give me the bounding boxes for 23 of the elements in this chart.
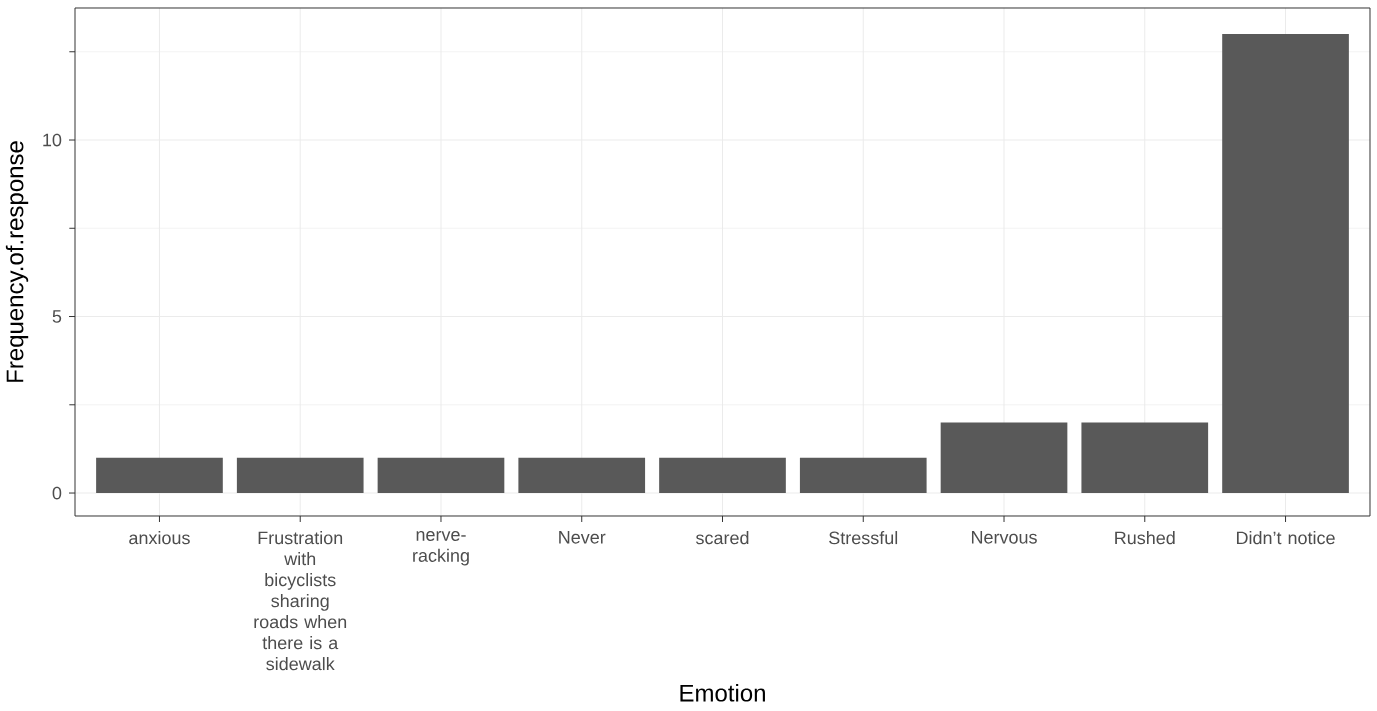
x-tick-label: anxious xyxy=(129,531,190,545)
bar xyxy=(940,422,1068,494)
y-tick-label: 0 xyxy=(52,486,62,500)
x-tick-label: nerve-racking xyxy=(413,531,469,566)
y-tick-label: 10 xyxy=(43,133,62,147)
bar xyxy=(236,457,364,494)
x-tick-label: Didn’t notice xyxy=(1236,531,1335,545)
bar xyxy=(377,457,505,494)
x-tick-label: Stressful xyxy=(829,531,898,545)
bar xyxy=(659,457,786,494)
y-tick-label: 5 xyxy=(52,310,62,323)
bar xyxy=(1081,422,1209,494)
x-tick-label: Nervous xyxy=(971,531,1037,544)
bar xyxy=(96,457,223,494)
x-tick-label: Never xyxy=(559,531,606,544)
x-tick-label: Frustration with bicyclists sharing roads when there is a sidewalk xyxy=(254,531,347,671)
bar xyxy=(1222,34,1349,494)
x-tick-label: Rushed xyxy=(1115,531,1175,545)
bar xyxy=(518,457,646,494)
x-tick-label: scared xyxy=(695,531,749,545)
x-axis-title: Emotion xyxy=(680,684,765,702)
y-axis-title: Frequency.of.response xyxy=(5,141,29,382)
bar xyxy=(799,457,927,494)
